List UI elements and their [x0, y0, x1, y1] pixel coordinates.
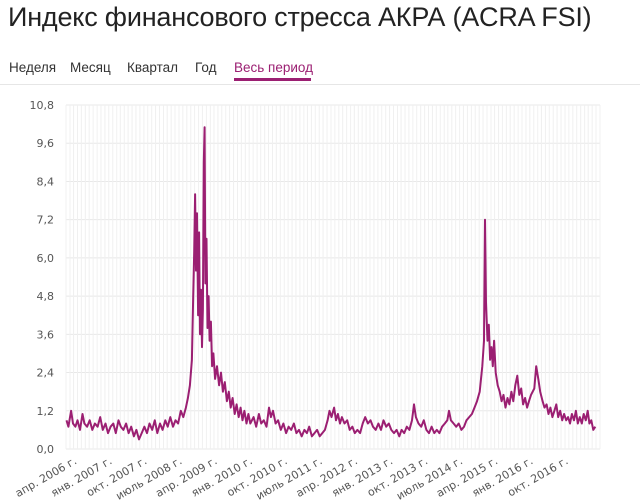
y-tick-label: 7,2	[37, 214, 55, 227]
y-tick-label: 4,8	[37, 290, 55, 303]
y-tick-label: 6,0	[37, 252, 55, 265]
period-tabs: Неделя Месяц Квартал Год Весь период	[0, 54, 640, 85]
y-tick-label: 2,4	[37, 367, 55, 380]
y-axis-ticks: 0,0 1,2 2,4 3,6 4,8 6,0 7,2 8,4 9,6 10,8	[30, 99, 55, 456]
series-line	[65, 126, 597, 441]
y-tick-label: 0,0	[37, 443, 55, 456]
y-tick-label: 1,2	[37, 405, 55, 418]
y-tick-label: 10,8	[30, 99, 55, 112]
y-tick-label: 9,6	[37, 137, 55, 150]
tab-month[interactable]: Месяц	[70, 60, 111, 75]
tab-year[interactable]: Год	[195, 60, 217, 75]
y-tick-label: 3,6	[37, 328, 55, 341]
active-tab-indicator	[234, 78, 311, 81]
tab-quarter[interactable]: Квартал	[127, 60, 179, 75]
grid-lines	[65, 104, 601, 450]
tab-week[interactable]: Неделя	[9, 60, 57, 75]
series-layer	[65, 126, 597, 441]
tab-all-period[interactable]: Весь период	[234, 60, 314, 75]
page-title: Индекс финансового стресса АКРА (ACRA FS…	[8, 2, 592, 32]
stress-index-chart: 0,0 1,2 2,4 3,6 4,8 6,0 7,2 8,4 9,6 10,8 апр. 200…	[13, 99, 601, 503]
y-tick-label: 8,4	[37, 175, 55, 188]
x-axis-ticks: апр. 2006 г.янв. 2007 г.окт. 2007 г.июль…	[13, 454, 570, 502]
